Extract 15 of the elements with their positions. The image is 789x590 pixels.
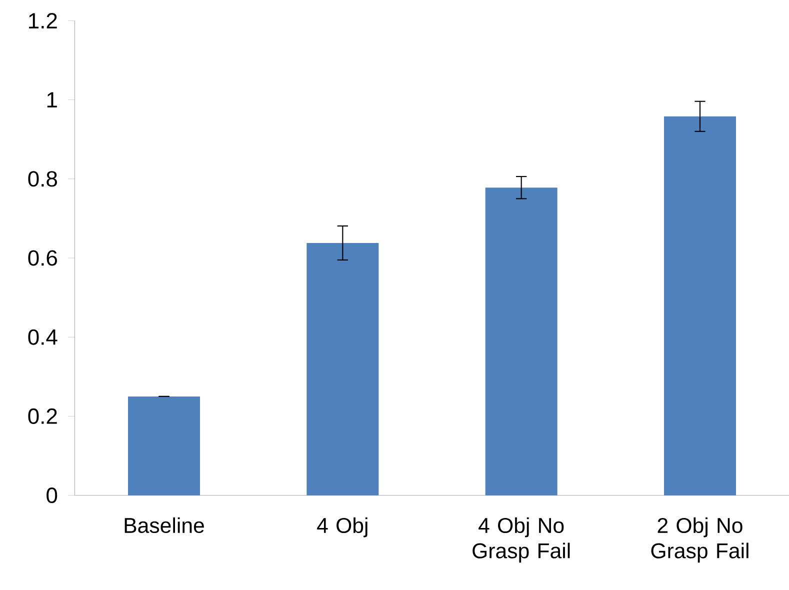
y-tick-label: 0.4: [28, 329, 58, 345]
bar: [128, 396, 200, 496]
x-tick-label: 2 Obj No Grasp Fail: [651, 517, 748, 563]
y-tick-label: 0.8: [28, 171, 57, 187]
bar: [664, 116, 736, 496]
x-tick-label: Baseline: [124, 517, 204, 534]
y-tick-label: 0.2: [28, 408, 57, 424]
y-tick-label: 0.6: [28, 250, 57, 266]
bar: [485, 188, 558, 496]
y-tick-label: 1.2: [29, 12, 57, 28]
y-tick-label: 0: [46, 488, 58, 504]
x-tick-label: 4 Obj No Grasp Fail: [472, 517, 570, 563]
x-tick-label: 4 Obj: [317, 517, 368, 538]
y-tick-label: 1: [47, 92, 57, 108]
bar: [306, 242, 379, 496]
